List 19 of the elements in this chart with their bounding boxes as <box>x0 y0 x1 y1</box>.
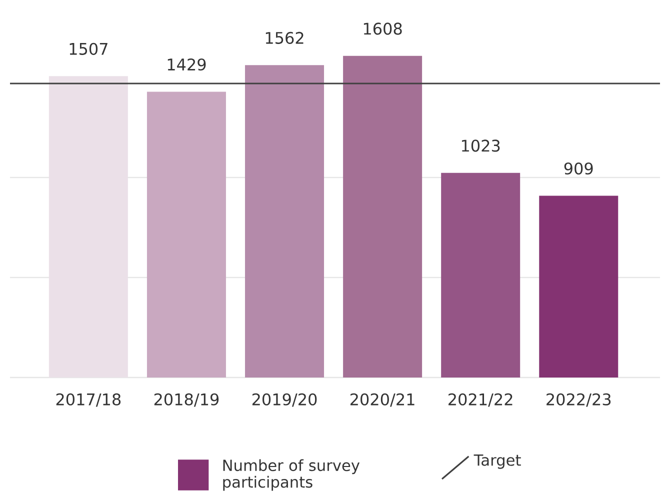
data-label: 1023 <box>462 140 500 152</box>
data-label: 1429 <box>168 58 206 71</box>
data-label: 1608 <box>364 22 402 35</box>
x-tick-label: 2021/22 <box>448 393 512 407</box>
x-tick-label: 2017/18 <box>56 393 121 407</box>
bar <box>441 172 520 378</box>
data-label: 1562 <box>266 32 304 44</box>
x-tick-label: 2022/23 <box>546 393 611 407</box>
data-label: 1507 <box>70 42 108 55</box>
bar <box>539 196 618 378</box>
bar <box>343 56 422 378</box>
x-tick-label: 2019/20 <box>252 393 317 407</box>
bar <box>245 65 324 378</box>
legend-label: Number of survey participants <box>223 459 360 491</box>
data-label: 909 <box>564 162 593 175</box>
x-tick-label: 2018/19 <box>154 393 219 407</box>
bar <box>146 92 226 378</box>
x-tick-label: 2020/21 <box>350 393 414 407</box>
legend-label: Target <box>474 454 521 469</box>
